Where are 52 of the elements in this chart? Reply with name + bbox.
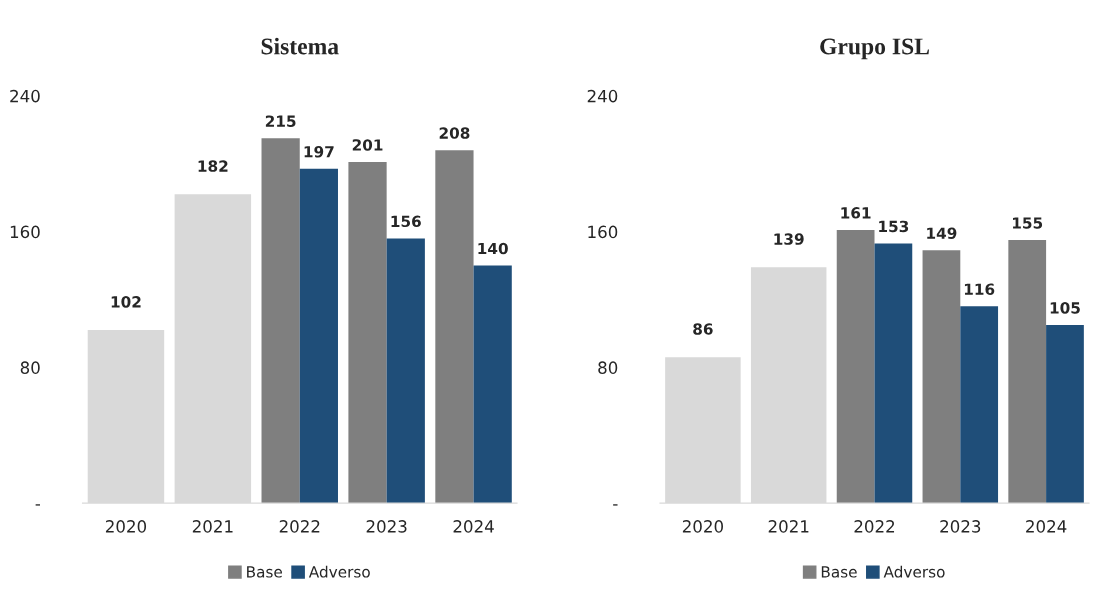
bar [922,250,961,504]
chart-title: Sistema [261,37,339,55]
legend-label: Base [247,566,282,578]
data-label: 102 [111,296,141,308]
data-label: 156 [391,215,421,228]
legend-label: Base [821,566,857,578]
data-label: 139 [774,233,804,245]
data-label: 215 [265,115,296,127]
bar [874,243,913,504]
x-tick-label: 2020 [682,520,723,533]
x-tick-label: 2021 [768,520,809,533]
chart-title: Grupo ISL [820,38,929,60]
x-tick-label: 2024 [453,520,494,533]
bar [348,162,387,504]
y-tick-label: 240 [10,89,40,103]
bar [435,150,474,504]
y-tick-label: 240 [587,89,618,103]
y-tick-label: 80 [20,361,40,374]
data-label: 161 [841,207,871,219]
data-label: 116 [964,283,995,295]
data-label: 105 [1050,302,1080,314]
data-label: 155 [1013,217,1043,229]
bar [261,138,300,504]
bar [1046,324,1084,504]
data-label: 149 [927,227,957,239]
x-tick-label: 2020 [105,520,147,533]
bar [836,229,875,504]
x-tick-label: 2022 [854,520,895,533]
bar [1008,240,1047,504]
x-tick-label: 2021 [192,520,233,533]
y-tick-label: - [35,504,41,506]
bar [386,238,425,504]
bar [299,168,338,504]
legend-label: Adverso [883,565,945,578]
data-label: 201 [352,139,383,151]
x-tick-label: 2023 [940,520,981,533]
y-tick-label: - [613,504,618,506]
y-tick-label: 80 [598,361,618,374]
y-tick-label: 160 [10,225,40,239]
data-label: 153 [879,220,909,233]
data-label: 182 [198,160,228,172]
y-tick-label: 160 [588,225,618,239]
bar [960,306,999,504]
legend-label: Adverso [308,565,370,578]
data-label: 86 [693,323,713,335]
data-label: 140 [478,242,508,255]
x-tick-label: 2024 [1026,520,1067,533]
data-label: 208 [439,127,470,139]
x-tick-label: 2023 [366,520,407,533]
bar [473,265,512,504]
data-label: 197 [304,145,334,158]
x-tick-label: 2022 [279,520,320,533]
